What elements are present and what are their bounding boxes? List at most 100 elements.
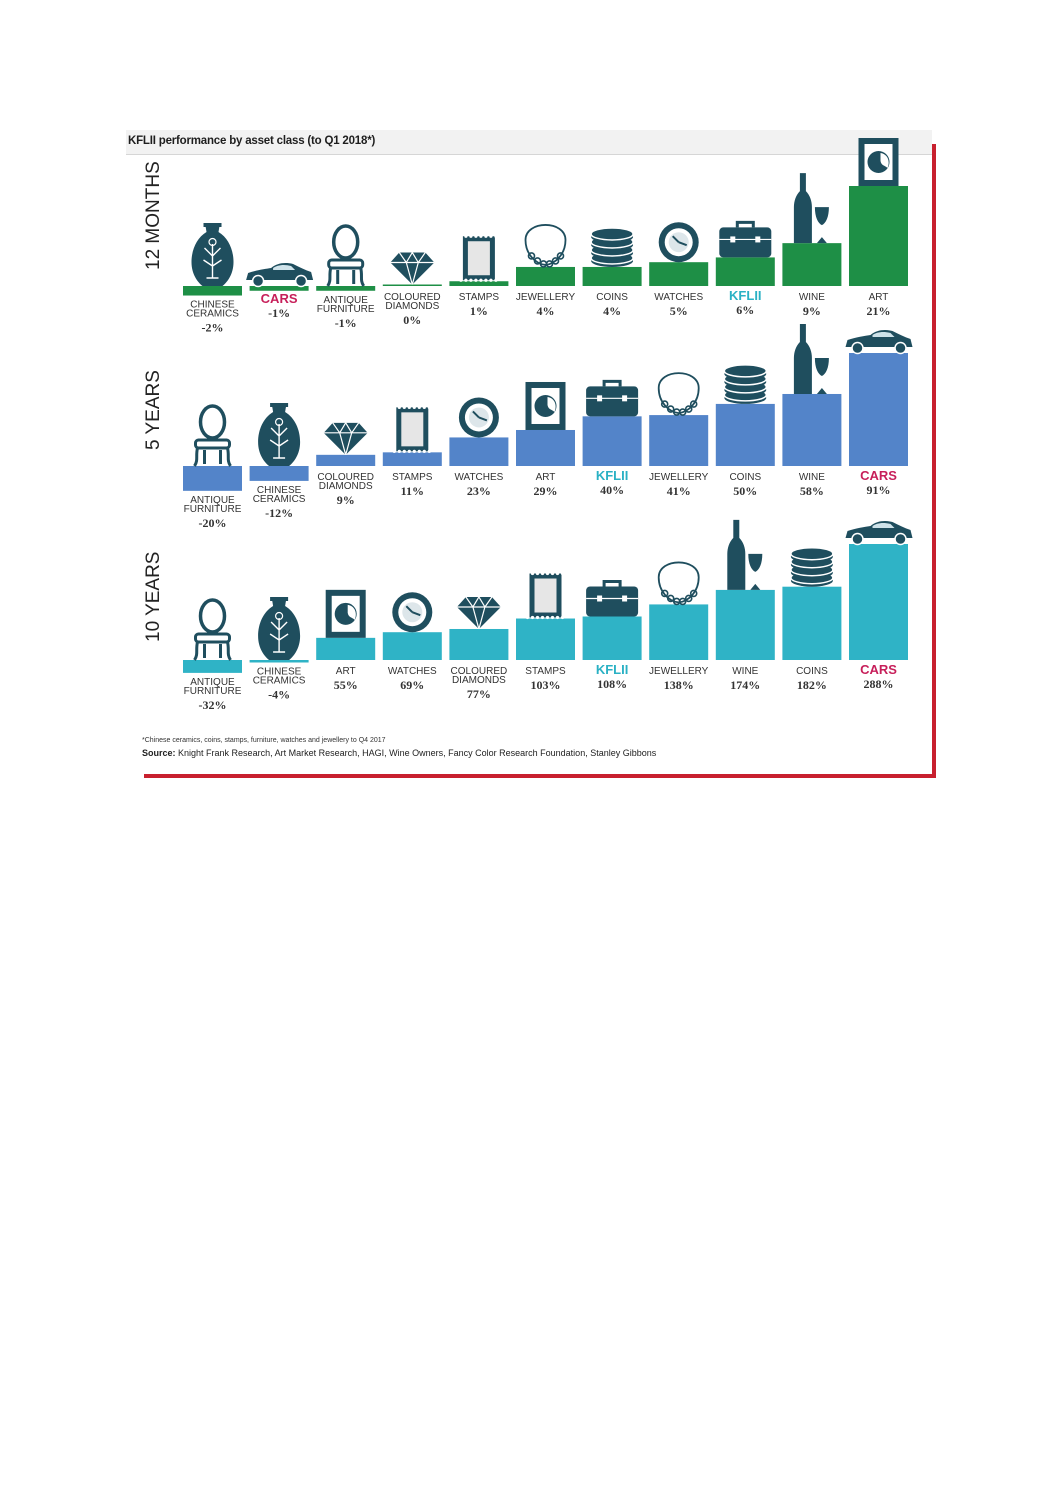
value-label: 77%: [467, 687, 491, 701]
bar: [516, 429, 575, 466]
bar: [715, 589, 775, 660]
bar: [382, 284, 442, 286]
category-label: KFLII: [596, 468, 629, 483]
category-label: WINE: [799, 292, 825, 303]
category-label: COINS: [729, 472, 761, 483]
chair-icon: [326, 224, 366, 287]
value-label: 91%: [867, 483, 891, 497]
category-label: COLOURED: [317, 472, 374, 483]
category-label: CERAMICS: [253, 676, 306, 687]
bar: [582, 266, 642, 286]
bar: [316, 286, 376, 291]
category-label: ART: [536, 472, 556, 483]
category-label: WINE: [732, 666, 758, 677]
portrait-icon: [325, 589, 366, 638]
bar: [316, 454, 376, 466]
chair-icon: [193, 598, 232, 661]
necklace-icon: [524, 224, 567, 268]
coins-icon: [590, 227, 634, 267]
value-label: 9%: [337, 493, 355, 507]
category-label: CERAMICS: [253, 494, 306, 505]
category-label: FURNITURE: [184, 686, 242, 697]
category-label: DIAMONDS: [452, 675, 506, 686]
stamp-icon: [459, 234, 498, 282]
value-label: 23%: [467, 484, 491, 498]
category-label: CHINESE: [257, 485, 302, 496]
bar: [582, 616, 642, 660]
value-label: 21%: [867, 304, 891, 318]
bar: [382, 632, 442, 660]
value-label: 9%: [803, 304, 821, 318]
value-label: 0%: [403, 313, 421, 327]
infographic-frame: KFLII performance by asset class (to Q1 …: [126, 130, 932, 774]
bar: [715, 257, 775, 286]
category-label: KFLII: [596, 662, 629, 677]
coins-icon: [723, 364, 768, 404]
bar: [849, 353, 908, 466]
value-label: -1%: [268, 306, 290, 320]
value-label: 50%: [733, 484, 757, 498]
bar: [582, 416, 642, 466]
value-label: 69%: [400, 678, 424, 692]
bar: [516, 618, 575, 660]
vase-icon: [191, 223, 234, 286]
bar: [449, 437, 509, 466]
infographic-figure: KFLII performance by asset class (to Q1 …: [126, 130, 936, 778]
category-label: WINE: [799, 472, 825, 483]
briefcase-icon: [586, 580, 639, 617]
title-bar: KFLII performance by asset class (to Q1 …: [126, 130, 932, 155]
category-label: WATCHES: [388, 666, 437, 677]
bar: [649, 604, 709, 660]
category-label: CHINESE: [257, 667, 302, 678]
necklace-icon: [657, 561, 700, 606]
category-label: CARS: [860, 662, 897, 677]
value-label: 288%: [864, 677, 894, 691]
portrait-icon: [858, 138, 899, 186]
bar: [516, 266, 575, 286]
vase-icon: [258, 403, 301, 466]
bar: [449, 628, 509, 660]
wine-icon: [793, 323, 829, 394]
stamp-icon: [525, 571, 565, 620]
value-label: 41%: [667, 484, 691, 498]
bar: [249, 286, 309, 291]
bar: [249, 466, 309, 481]
value-label: -32%: [199, 698, 227, 712]
footnote: *Chinese ceramics, coins, stamps, furnit…: [142, 737, 386, 744]
portrait-icon: [525, 381, 566, 430]
bar: [649, 262, 709, 286]
category-label: ART: [869, 292, 889, 303]
source-label: Source:: [142, 748, 176, 758]
value-label: -1%: [335, 316, 357, 330]
value-label: 40%: [600, 483, 624, 497]
value-label: 1%: [470, 304, 488, 318]
category-label: ART: [336, 666, 356, 677]
bar: [782, 393, 842, 466]
panel-label: 12 MONTHS: [143, 161, 164, 270]
category-label: DIAMONDS: [319, 481, 373, 492]
car-icon: [845, 330, 913, 355]
source-text: Knight Frank Research, Art Market Resear…: [178, 748, 657, 758]
category-label: CHINESE: [190, 300, 235, 311]
category-label: JEWELLERY: [649, 666, 709, 677]
value-label: 108%: [597, 677, 627, 691]
category-label: CARS: [261, 291, 298, 306]
bar: [715, 403, 775, 466]
bar: [449, 281, 509, 286]
wine-icon: [793, 173, 829, 244]
value-label: 55%: [334, 678, 358, 692]
value-label: 182%: [797, 678, 827, 692]
car-icon: [246, 263, 314, 288]
car-icon: [845, 521, 913, 546]
chart-svg: 12 MONTHSCHINESECERAMICS-2%CARS-1%ANTIQU…: [143, 138, 913, 712]
necklace-icon: [657, 372, 700, 416]
panel-label: 10 YEARS: [143, 552, 164, 642]
value-label: 29%: [534, 484, 558, 498]
bar: [183, 466, 242, 491]
value-label: -12%: [265, 506, 293, 520]
category-label: CERAMICS: [186, 309, 239, 320]
coins-icon: [790, 546, 834, 587]
category-label: JEWELLERY: [649, 472, 709, 483]
value-label: -4%: [268, 688, 290, 702]
bar: [849, 186, 908, 286]
